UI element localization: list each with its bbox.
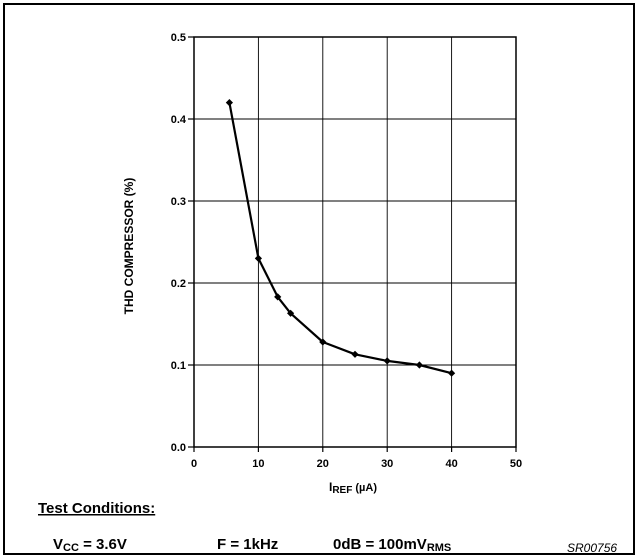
- data-point-marker: [415, 361, 423, 369]
- grid-lines: [194, 37, 516, 447]
- plot-frame: [193, 36, 517, 448]
- data-point-marker: [254, 254, 262, 262]
- series-line: [228, 102, 452, 375]
- data-point-marker: [383, 357, 391, 365]
- y-tick-label: 0.3: [171, 196, 186, 208]
- figure-border: [3, 3, 635, 555]
- x-tick-label: 10: [252, 458, 264, 470]
- y-axis-label: THD COMPRESSOR (%): [122, 178, 136, 315]
- frequency-condition: F = 1kHz: [217, 536, 278, 553]
- y-tick-label: 0.1: [171, 360, 186, 372]
- x-tick-label: 20: [317, 458, 329, 470]
- data-point-marker: [287, 309, 295, 317]
- y-tick-label: 0.2: [171, 278, 186, 290]
- data-point-marker: [225, 99, 233, 107]
- x-tick-label: 50: [510, 458, 522, 470]
- x-tick-label: 0: [191, 458, 197, 470]
- vcc-condition: VCC = 3.6V: [53, 536, 127, 554]
- x-tick-label: 40: [445, 458, 457, 470]
- x-axis-label: IREF (µA): [329, 480, 377, 496]
- x-tick-label: 30: [381, 458, 393, 470]
- y-tick-label: 0.5: [171, 32, 186, 44]
- x-tick-labels: 0 10 20 30 40 50: [191, 447, 522, 470]
- data-point-marker: [351, 350, 359, 358]
- data-markers: [225, 99, 456, 377]
- test-conditions-title: Test Conditions:: [38, 500, 155, 517]
- x-axis-label-unit: (µA): [352, 482, 377, 494]
- db-reference-condition: 0dB = 100mVRMS: [333, 536, 451, 554]
- y-tick-labels: 0.0 0.1 0.2 0.3 0.4 0.5: [171, 32, 194, 454]
- x-axis-label-main: I: [329, 480, 332, 494]
- figure-code: SR00756: [567, 541, 617, 555]
- data-point-marker: [274, 293, 282, 301]
- y-tick-label: 0.4: [171, 114, 187, 126]
- data-point-marker: [319, 338, 327, 346]
- x-axis-label-sub: REF: [332, 485, 352, 496]
- data-point-marker: [448, 369, 456, 377]
- y-tick-label: 0.0: [171, 442, 186, 454]
